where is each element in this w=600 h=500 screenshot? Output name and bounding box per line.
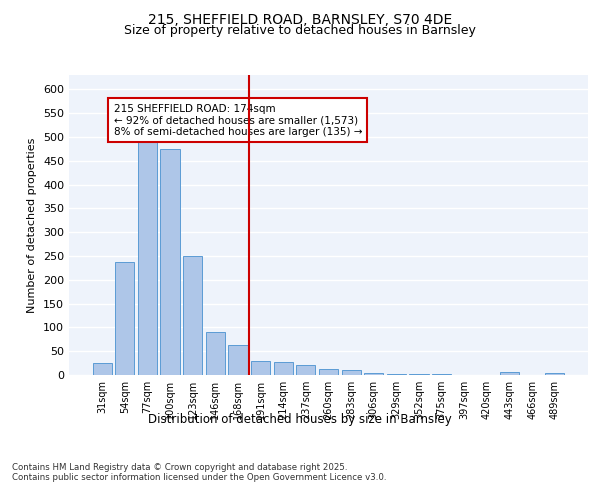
Text: Contains HM Land Registry data © Crown copyright and database right 2025.
Contai: Contains HM Land Registry data © Crown c… — [12, 462, 386, 482]
Bar — [387, 374, 406, 375]
Bar — [160, 149, 180, 375]
Bar — [432, 374, 451, 375]
Text: 215 SHEFFIELD ROAD: 174sqm
← 92% of detached houses are smaller (1,573)
8% of se: 215 SHEFFIELD ROAD: 174sqm ← 92% of deta… — [113, 104, 362, 137]
Y-axis label: Number of detached properties: Number of detached properties — [28, 138, 37, 312]
Bar — [409, 374, 428, 375]
Bar — [500, 372, 519, 375]
Text: Distribution of detached houses by size in Barnsley: Distribution of detached houses by size … — [148, 412, 452, 426]
Bar — [364, 372, 383, 375]
Text: 215, SHEFFIELD ROAD, BARNSLEY, S70 4DE: 215, SHEFFIELD ROAD, BARNSLEY, S70 4DE — [148, 12, 452, 26]
Text: Size of property relative to detached houses in Barnsley: Size of property relative to detached ho… — [124, 24, 476, 37]
Bar — [341, 370, 361, 375]
Bar — [115, 262, 134, 375]
Bar — [183, 256, 202, 375]
Bar — [206, 332, 225, 375]
Bar — [296, 366, 316, 375]
Bar — [92, 363, 112, 375]
Bar — [274, 362, 293, 375]
Bar — [545, 372, 565, 375]
Bar — [229, 345, 248, 375]
Bar — [251, 360, 270, 375]
Bar — [138, 137, 157, 375]
Bar — [319, 369, 338, 375]
